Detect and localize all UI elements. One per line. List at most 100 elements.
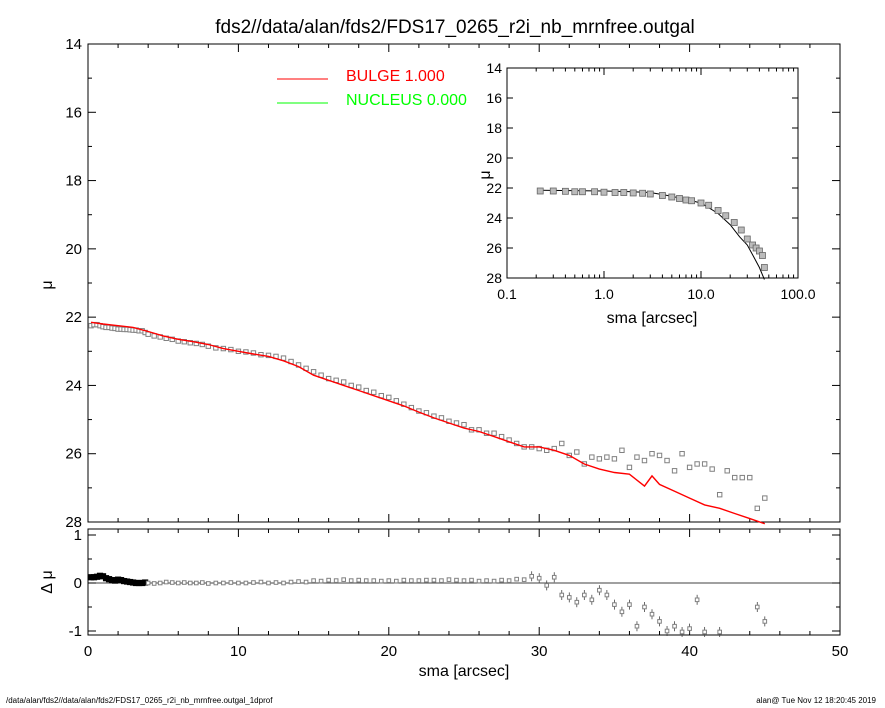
main-data-point xyxy=(694,461,700,467)
main-data-point xyxy=(626,464,633,471)
residual-point xyxy=(251,580,256,585)
main-data-point xyxy=(716,491,723,498)
main-data-point xyxy=(732,474,738,481)
x-tick-label: 0 xyxy=(84,643,92,660)
residual-point xyxy=(193,580,199,586)
residual-point xyxy=(341,577,346,582)
inset-data-point xyxy=(730,219,738,226)
main-data-point xyxy=(701,461,708,467)
inset-data-point xyxy=(600,188,608,196)
main-data-point xyxy=(739,474,745,481)
residual-point xyxy=(574,599,580,605)
inset-data-point xyxy=(668,193,676,201)
main-data-point xyxy=(754,505,760,512)
residual-point xyxy=(566,595,572,600)
residual-y-tick-label: 1 xyxy=(74,527,82,544)
inset-data-point xyxy=(579,188,586,196)
residual-point xyxy=(318,578,324,584)
x-tick-label: 40 xyxy=(681,643,698,660)
residual-point xyxy=(687,626,692,631)
residual-point xyxy=(200,580,205,585)
residual-point xyxy=(604,592,610,598)
residual-point xyxy=(506,578,512,583)
main-data-point xyxy=(634,454,640,460)
residual-point xyxy=(303,579,309,585)
residual-point xyxy=(612,602,617,607)
footer-path: /data/alan/fds2//data/alan/fds2/FDS17_02… xyxy=(6,696,273,705)
inset-data-point xyxy=(639,189,647,197)
inset-axes: 14 16 18 20 22 24 26 280.1 1.0 10.0 100.0 xyxy=(486,60,815,302)
legend-nucleus-label: NUCLEUS 0.000 xyxy=(346,92,467,109)
inset-data-point xyxy=(743,235,751,243)
residual-point xyxy=(206,581,211,586)
main-data-point xyxy=(169,336,175,343)
inset-y-tick-label: 24 xyxy=(486,210,502,226)
inset-y-tick-label: 28 xyxy=(486,270,502,286)
inset-y-axis-label: μ xyxy=(477,170,494,179)
main-data-point xyxy=(145,331,151,337)
residual-point xyxy=(469,577,474,583)
main-data-point xyxy=(310,369,317,375)
inset-data-point xyxy=(759,252,766,259)
residual-point xyxy=(446,577,452,582)
main-y-tick-label: 16 xyxy=(65,104,82,121)
residual-point xyxy=(333,578,339,583)
main-data-points xyxy=(88,321,768,512)
inset-data-point xyxy=(620,189,628,196)
inset-data-point xyxy=(714,207,722,214)
residual-point xyxy=(672,623,677,629)
legend: BULGE 1.000 NUCLEUS 0.000 xyxy=(277,68,467,109)
main-model-line xyxy=(90,321,766,525)
residual-point xyxy=(258,579,264,585)
main-data-point xyxy=(611,456,618,462)
main-data-point xyxy=(709,466,715,472)
inset-data-point xyxy=(760,264,768,271)
residual-point xyxy=(348,578,354,583)
residual-axes: 10-10 10 20 30 40 50 xyxy=(69,527,849,660)
main-data-point xyxy=(181,339,187,345)
residual-point xyxy=(597,587,602,593)
main-data-point xyxy=(686,464,693,471)
residual-point xyxy=(551,574,557,580)
main-y-tick-label: 24 xyxy=(65,377,82,394)
residual-y-tick-label: -1 xyxy=(69,623,82,640)
residual-point xyxy=(694,597,700,603)
x-tick-label: 10 xyxy=(230,643,247,660)
main-data-point xyxy=(213,345,219,351)
inset-data-point xyxy=(536,187,544,195)
inset-data-point xyxy=(697,199,705,207)
bulge-model-line xyxy=(90,321,766,525)
x-tick-label: 20 xyxy=(380,643,397,660)
residual-point xyxy=(401,577,407,583)
residual-point xyxy=(163,579,169,585)
main-data-point xyxy=(679,451,685,457)
residual-point xyxy=(213,580,219,586)
inset-x-tick-label: 1.0 xyxy=(594,286,614,302)
residual-point xyxy=(266,580,271,586)
main-y-tick-label: 28 xyxy=(65,514,82,531)
residual-point xyxy=(356,577,362,583)
residual-point xyxy=(754,604,760,610)
main-data-point xyxy=(574,449,580,455)
main-data-point xyxy=(559,440,565,447)
residual-point xyxy=(649,611,655,617)
inset-data-point xyxy=(629,189,637,197)
inset-data-point xyxy=(682,196,690,204)
inset-y-tick-label: 14 xyxy=(486,60,502,76)
residual-point xyxy=(394,578,399,584)
main-data-point xyxy=(762,495,768,501)
residual-point xyxy=(386,578,392,583)
residual-point xyxy=(439,578,444,583)
inset-data-point xyxy=(646,190,654,198)
residual-point xyxy=(378,578,384,584)
residual-point xyxy=(296,579,301,584)
inset-data-point xyxy=(591,188,598,196)
residual-point xyxy=(484,578,489,583)
inset-x-axis-label: sma [arcsec] xyxy=(607,310,698,327)
main-y-tick-label: 22 xyxy=(65,309,82,326)
residual-point xyxy=(409,578,414,583)
main-data-point xyxy=(664,457,670,464)
main-axes: 14 16 18 20 22 24 26 28 xyxy=(65,36,841,531)
residual-point xyxy=(679,629,685,635)
